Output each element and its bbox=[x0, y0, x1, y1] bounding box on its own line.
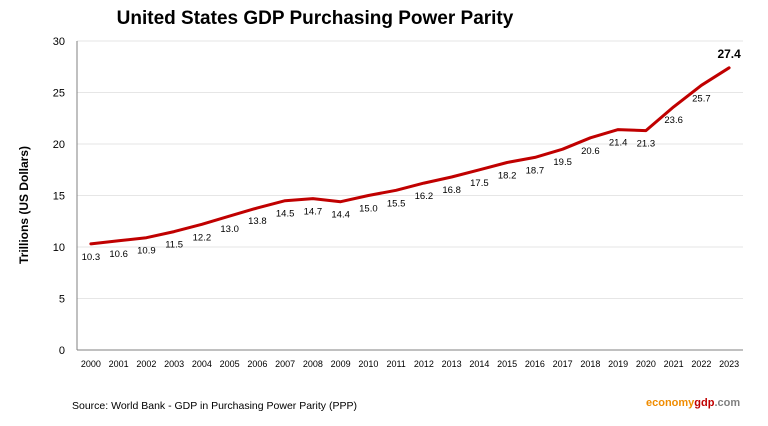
brand-part-1: economy bbox=[646, 397, 695, 409]
x-tick-label: 2007 bbox=[275, 359, 295, 369]
y-tick-label: 20 bbox=[53, 139, 65, 151]
data-label: 20.6 bbox=[581, 146, 600, 157]
brand-part-3: .com bbox=[714, 397, 741, 409]
data-label: 10.3 bbox=[82, 252, 101, 263]
x-tick-label: 2016 bbox=[525, 359, 545, 369]
data-label: 18.7 bbox=[526, 165, 545, 176]
data-label: 14.5 bbox=[276, 209, 295, 220]
x-tick-label: 2001 bbox=[109, 359, 129, 369]
brand-logo: economygdp.com bbox=[646, 397, 740, 409]
x-tick-label: 2021 bbox=[664, 359, 684, 369]
brand-part-2: gdp bbox=[694, 397, 715, 409]
data-label: 18.2 bbox=[498, 171, 517, 182]
y-tick-label: 30 bbox=[53, 36, 65, 48]
x-tick-label: 2017 bbox=[553, 359, 573, 369]
data-label: 21.4 bbox=[609, 138, 628, 149]
data-label: 12.2 bbox=[193, 232, 212, 243]
x-tick-label: 2019 bbox=[608, 359, 628, 369]
x-tick-label: 2003 bbox=[164, 359, 184, 369]
data-label: 25.7 bbox=[692, 93, 711, 104]
x-tick-label: 2015 bbox=[497, 359, 517, 369]
data-label: 13.0 bbox=[220, 224, 239, 235]
x-tick-label: 2013 bbox=[442, 359, 462, 369]
y-tick-label: 5 bbox=[59, 294, 65, 306]
data-label: 10.6 bbox=[109, 249, 128, 260]
y-tick-label: 25 bbox=[53, 88, 65, 100]
data-label: 14.4 bbox=[331, 210, 350, 221]
data-label: 17.5 bbox=[470, 178, 489, 189]
y-tick-label: 0 bbox=[59, 345, 65, 357]
data-label: 16.8 bbox=[442, 185, 461, 196]
source-note: Source: World Bank - GDP in Purchasing P… bbox=[72, 400, 357, 412]
data-label: 15.0 bbox=[359, 204, 378, 215]
x-tick-label: 2000 bbox=[81, 359, 101, 369]
chart-title: United States GDP Purchasing Power Parit… bbox=[116, 8, 514, 29]
x-tick-label: 2018 bbox=[580, 359, 600, 369]
x-tick-label: 2011 bbox=[386, 359, 405, 369]
data-label: 15.5 bbox=[387, 198, 406, 209]
y-tick-label: 10 bbox=[53, 242, 65, 254]
series-line bbox=[89, 66, 731, 246]
x-tick-label: 2014 bbox=[469, 359, 489, 369]
x-tick-label: 2004 bbox=[192, 359, 212, 369]
y-tick-label: 15 bbox=[53, 191, 65, 203]
data-label: 11.5 bbox=[165, 240, 183, 251]
data-label: 21.3 bbox=[637, 139, 656, 150]
data-label: 14.7 bbox=[304, 207, 323, 218]
x-tick-label: 2006 bbox=[247, 359, 267, 369]
data-label: 10.9 bbox=[137, 246, 156, 257]
x-tick-label: 2012 bbox=[414, 359, 434, 369]
x-tick-label: 2008 bbox=[303, 359, 323, 369]
x-tick-label: 2005 bbox=[220, 359, 240, 369]
data-label: 16.2 bbox=[415, 191, 434, 202]
data-label: 23.6 bbox=[664, 115, 683, 126]
x-tick-label: 2022 bbox=[691, 359, 711, 369]
data-label: 19.5 bbox=[553, 157, 572, 168]
data-label: 27.4 bbox=[717, 47, 741, 61]
x-tick-label: 2009 bbox=[331, 359, 351, 369]
x-tick-label: 2002 bbox=[136, 359, 156, 369]
x-tick-label: 2020 bbox=[636, 359, 656, 369]
x-tick-label: 2010 bbox=[358, 359, 378, 369]
data-label: 13.8 bbox=[248, 216, 267, 227]
x-tick-label: 2023 bbox=[719, 359, 739, 369]
